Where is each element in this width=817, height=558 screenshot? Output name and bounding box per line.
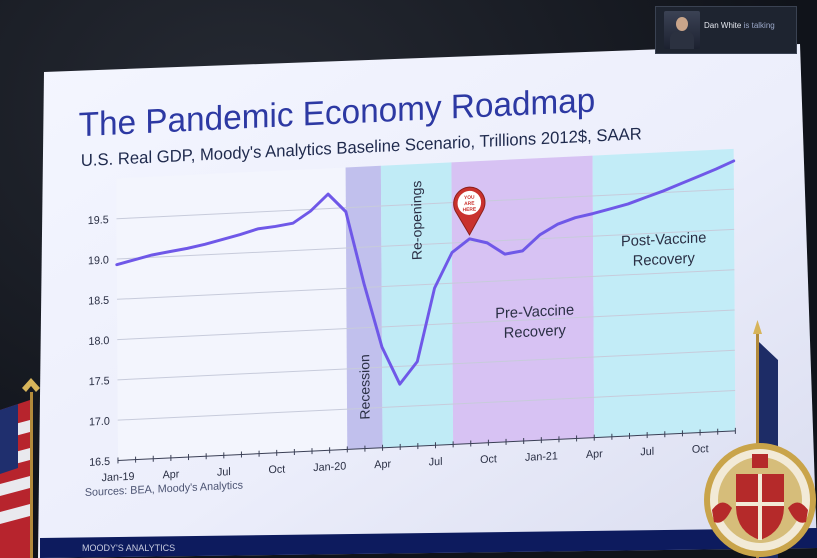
slide-footer-bar bbox=[40, 528, 817, 558]
american-flag-decoration bbox=[0, 378, 40, 558]
slide-footer-brand: MOODY'S ANALYTICS bbox=[82, 543, 175, 553]
y-tick-label: 18.5 bbox=[88, 295, 109, 308]
y-gridline bbox=[117, 349, 735, 381]
x-tick-label: Oct bbox=[692, 443, 709, 456]
pin-text-line: ARE bbox=[464, 201, 475, 208]
gdp-line-chart: 19.5 19.0 18.5 18.0 17.5 17.0 16.5 Jan-19 Apr Ju… bbox=[88, 148, 736, 485]
pin-text-line: YOU bbox=[464, 195, 475, 202]
x-tick-label: Jan-21 bbox=[525, 450, 558, 464]
y-tick-label: 19.5 bbox=[88, 214, 109, 227]
gdp-series-line bbox=[115, 159, 736, 386]
speaker-head-shape bbox=[676, 17, 688, 31]
x-tick-label: Apr bbox=[586, 448, 603, 461]
speaker-name-line: Dan White is talking bbox=[704, 21, 775, 30]
y-gridline bbox=[117, 390, 736, 421]
y-tick-label: 17.0 bbox=[89, 415, 110, 428]
x-axis-line bbox=[117, 430, 736, 461]
x-tick-label: Jan-20 bbox=[313, 460, 346, 474]
speaker-status: is talking bbox=[743, 21, 775, 30]
pin-label-disc bbox=[457, 190, 482, 215]
y-gridline bbox=[116, 269, 735, 300]
phase-label: Recession bbox=[356, 354, 372, 420]
y-tick-label: 17.5 bbox=[89, 375, 110, 388]
y-gridline bbox=[116, 188, 734, 220]
phase-label: Post-Vaccine bbox=[621, 230, 707, 250]
slide-content: The Pandemic Economy Roadmap U.S. Real G… bbox=[79, 82, 736, 499]
x-tick-label: Apr bbox=[374, 458, 391, 471]
x-tick-label: Oct bbox=[268, 463, 285, 476]
you-are-here-marker: YOU ARE HERE bbox=[453, 186, 486, 236]
phase-label: Recovery bbox=[504, 323, 567, 342]
phase-band bbox=[380, 162, 454, 448]
pin-text-line: HERE bbox=[463, 206, 477, 213]
phase-label: Recovery bbox=[633, 251, 696, 270]
x-tick-label: Jul bbox=[429, 456, 443, 469]
x-tick-label: Jul bbox=[217, 466, 231, 479]
y-tick-label: 18.0 bbox=[88, 335, 109, 348]
x-tick-label: Jan-19 bbox=[102, 471, 135, 485]
speaker-name: Dan White bbox=[704, 21, 742, 30]
speaker-body-shape bbox=[670, 31, 694, 49]
y-gridline bbox=[116, 228, 735, 260]
y-tick-label: 19.0 bbox=[88, 254, 109, 267]
phase-band bbox=[451, 155, 595, 445]
speaker-avatar bbox=[664, 11, 700, 49]
y-tick-label: 16.5 bbox=[89, 456, 110, 469]
official-seal-emblem bbox=[704, 443, 816, 557]
speaker-video-tile[interactable]: Dan White is talking bbox=[655, 6, 797, 54]
phase-label: Re-openings bbox=[408, 180, 424, 260]
phase-band bbox=[345, 165, 383, 450]
x-tick-label: Jul bbox=[640, 446, 654, 459]
phase-label: Pre-Vaccine bbox=[495, 302, 574, 322]
x-tick-label: Apr bbox=[163, 468, 180, 481]
phase-band bbox=[592, 148, 736, 438]
x-tick-label: Oct bbox=[480, 453, 497, 466]
